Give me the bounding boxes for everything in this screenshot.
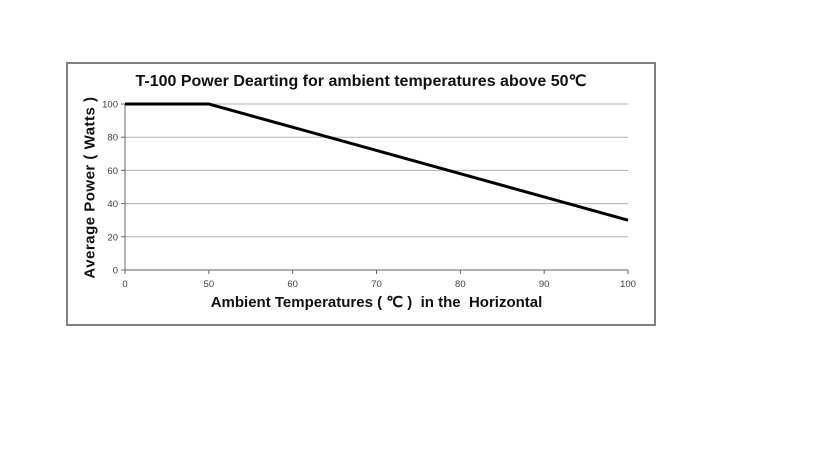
x-tick-label: 70 — [371, 279, 382, 290]
y-axis-title: Average Power ( Watts ) — [81, 96, 99, 279]
x-tick-label: 50 — [204, 279, 215, 290]
y-tick-label: 100 — [102, 100, 118, 111]
x-tick-label: 0 — [122, 279, 127, 290]
x-tick-label: 60 — [287, 279, 298, 290]
line-chart-plot: 0 20 40 60 80 100 0 50 60 70 80 90 100 — [102, 100, 636, 291]
y-tick-label: 60 — [107, 166, 118, 177]
x-tick-label: 100 — [620, 279, 636, 290]
data-line — [125, 102, 629, 222]
x-axis-title: Ambient Temperatures ( ℃ ) in the Horizo… — [210, 294, 543, 311]
x-tick-label: 90 — [539, 279, 550, 290]
chart-panel: T-100 Power Dearting for ambient tempera… — [66, 62, 656, 326]
y-tick-label: 80 — [107, 133, 118, 144]
x-tick-label: 80 — [455, 279, 466, 290]
y-tick-label: 20 — [107, 232, 118, 243]
chart-title: T-100 Power Dearting for ambient tempera… — [135, 73, 587, 90]
y-tick-label: 0 — [113, 266, 118, 277]
y-tick-label: 40 — [107, 199, 118, 210]
